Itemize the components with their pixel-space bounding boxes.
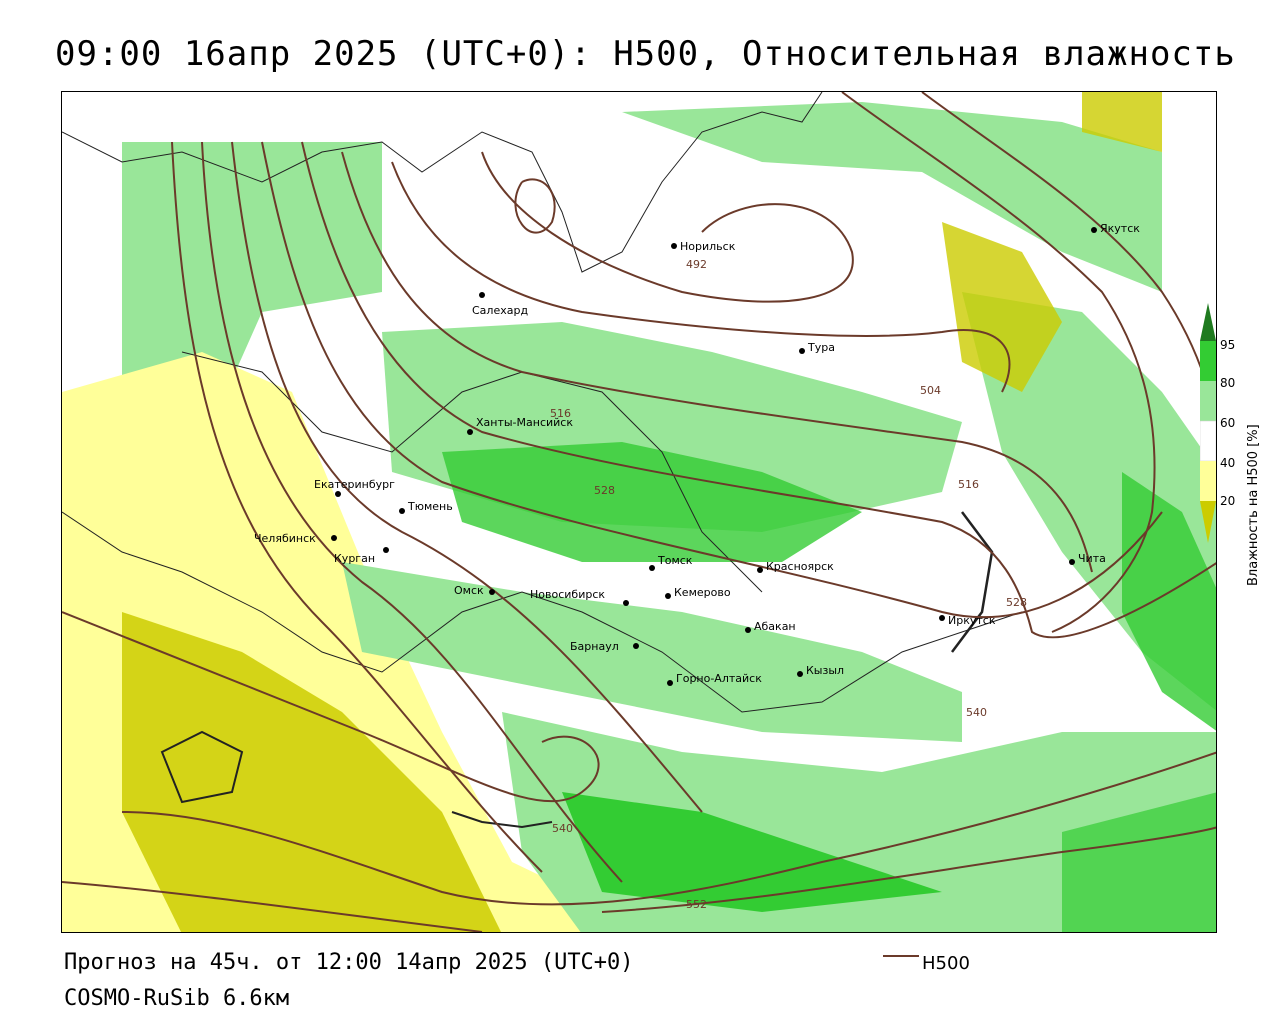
contour-labels: 492 504 516 528 516 528 540 540 552 — [550, 258, 1027, 911]
colorbar-title: Влажность на H500 [%] — [1246, 424, 1261, 586]
city-name: Салехард — [472, 304, 528, 317]
city-name: Тура — [807, 341, 835, 354]
map-panel: 492 504 516 528 516 528 540 540 552 Нори… — [61, 91, 1217, 933]
contour-label: 552 — [686, 898, 707, 911]
contour-label: 540 — [966, 706, 987, 719]
city-marker: Норильск — [671, 240, 736, 253]
h500-contour — [601, 826, 1216, 913]
contour-label: 492 — [686, 258, 707, 271]
city-marker: Курган — [334, 547, 389, 565]
city-name: Якутск — [1100, 222, 1140, 235]
colorbar-tick: 80 — [1220, 376, 1236, 390]
contour-label: 528 — [1006, 596, 1027, 609]
colorbar-tick: 95 — [1220, 338, 1236, 352]
city-name: Красноярск — [766, 560, 834, 573]
colorbar-segment — [1200, 303, 1216, 341]
city-marker: Новосибирск — [530, 588, 629, 606]
h500-contour — [301, 141, 1216, 639]
humidity-area — [122, 612, 502, 932]
city-name: Тюмень — [407, 500, 453, 513]
city-name: Кемерово — [674, 586, 731, 599]
city-marker: Барнаул — [570, 640, 639, 653]
model-name: COSMO-RuSib 6.6км — [64, 986, 290, 1011]
city-name: Екатеринбург — [314, 478, 395, 491]
city-name: Горно-Алтайск — [676, 672, 762, 685]
weather-map: 492 504 516 528 516 528 540 540 552 Нори… — [62, 92, 1216, 932]
contour-label: 504 — [920, 384, 941, 397]
h500-contour — [62, 881, 483, 932]
contour-label: 528 — [594, 484, 615, 497]
colorbar-segment — [1200, 341, 1216, 381]
border-line — [62, 511, 1023, 713]
city-name: Иркутск — [948, 614, 996, 627]
colorbar-segment — [1200, 461, 1216, 501]
city-marker: Кемерово — [665, 586, 731, 599]
aral-sea — [160, 730, 244, 804]
h500-contour — [171, 141, 543, 873]
humidity-area — [442, 442, 862, 562]
city-name: Абакан — [754, 620, 796, 633]
city-marker: Иркутск — [939, 614, 996, 627]
humidity-area — [1082, 92, 1162, 152]
colorbar-tick: 20 — [1220, 494, 1236, 508]
city-name: Томск — [657, 554, 693, 567]
h500-contour — [341, 151, 1093, 573]
city-marker: Горно-Алтайск — [667, 672, 762, 686]
contour-label: 516 — [958, 478, 979, 491]
city-marker: Томск — [649, 554, 693, 571]
forecast-info: Прогноз на 45ч. от 12:00 14апр 2025 (UTC… — [64, 950, 634, 975]
h500-contour — [514, 178, 556, 234]
h500-legend-line — [883, 955, 919, 957]
h500-contour — [62, 611, 600, 803]
city-marker: Салехард — [472, 292, 528, 317]
city-name: Чита — [1078, 552, 1106, 565]
colorbar-segment — [1200, 501, 1216, 543]
city-marker: Чита — [1069, 552, 1106, 565]
city-name: Новосибирск — [530, 588, 605, 601]
city-name: Барнаул — [570, 640, 619, 653]
colorbar-segment — [1200, 420, 1216, 462]
map-title: 09:00 16апр 2025 (UTC+0): H500, Относите… — [55, 34, 1236, 74]
city-name: Норильск — [680, 240, 736, 253]
humidity-area — [342, 562, 962, 742]
humidity-colorbar — [1200, 303, 1216, 543]
h500-contour — [391, 161, 1011, 393]
contour-label: 540 — [552, 822, 573, 835]
city-name: Ханты-Мансийск — [476, 416, 573, 429]
h500-contours — [62, 92, 1216, 932]
lake-balkhash — [451, 811, 553, 829]
city-marker: Абакан — [745, 620, 796, 633]
city-name: Курган — [334, 552, 375, 565]
city-marker: Тюмень — [399, 500, 453, 514]
h500-contour — [231, 141, 703, 813]
h500-legend-label: H500 — [922, 953, 970, 974]
colorbar-segment — [1200, 381, 1216, 421]
city-marker: Челябинск — [254, 532, 337, 545]
city-marker: Ханты-Мансийск — [467, 416, 573, 435]
contour-label: 516 — [550, 407, 571, 420]
h500-contour — [841, 92, 1156, 633]
lake-baikal — [951, 511, 994, 653]
city-marker: Екатеринбург — [314, 478, 395, 497]
h500-contour — [121, 751, 1216, 906]
city-name: Омск — [454, 584, 484, 597]
colorbar-tick: 40 — [1220, 456, 1236, 470]
h500-contour — [261, 141, 1163, 619]
city-name: Челябинск — [254, 532, 316, 545]
humidity-area — [562, 792, 942, 912]
colorbar-tick: 60 — [1220, 416, 1236, 430]
humidity-area — [942, 222, 1062, 392]
city-name: Кызыл — [806, 664, 844, 677]
humidity-area — [1062, 792, 1216, 932]
h500-contour — [201, 141, 623, 883]
city-marker: Кызыл — [797, 664, 844, 677]
city-marker: Омск — [454, 584, 495, 597]
city-markers: Норильск Якутск Салехард Тура Ханты-Манс… — [254, 222, 1140, 686]
city-marker: Якутск — [1091, 222, 1140, 235]
humidity-area — [622, 102, 1162, 292]
city-marker: Красноярск — [757, 560, 834, 573]
city-marker: Тура — [799, 341, 835, 354]
